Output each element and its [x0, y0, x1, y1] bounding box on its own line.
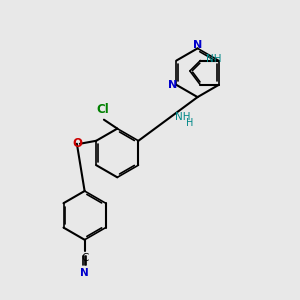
Text: N: N [168, 80, 178, 90]
Text: NH: NH [206, 54, 221, 64]
Text: N: N [193, 40, 202, 50]
Text: NH: NH [176, 112, 191, 122]
Text: Cl: Cl [96, 103, 109, 116]
Text: C: C [81, 253, 88, 262]
Text: O: O [72, 137, 82, 150]
Text: N: N [80, 268, 89, 278]
Text: H: H [186, 118, 194, 128]
